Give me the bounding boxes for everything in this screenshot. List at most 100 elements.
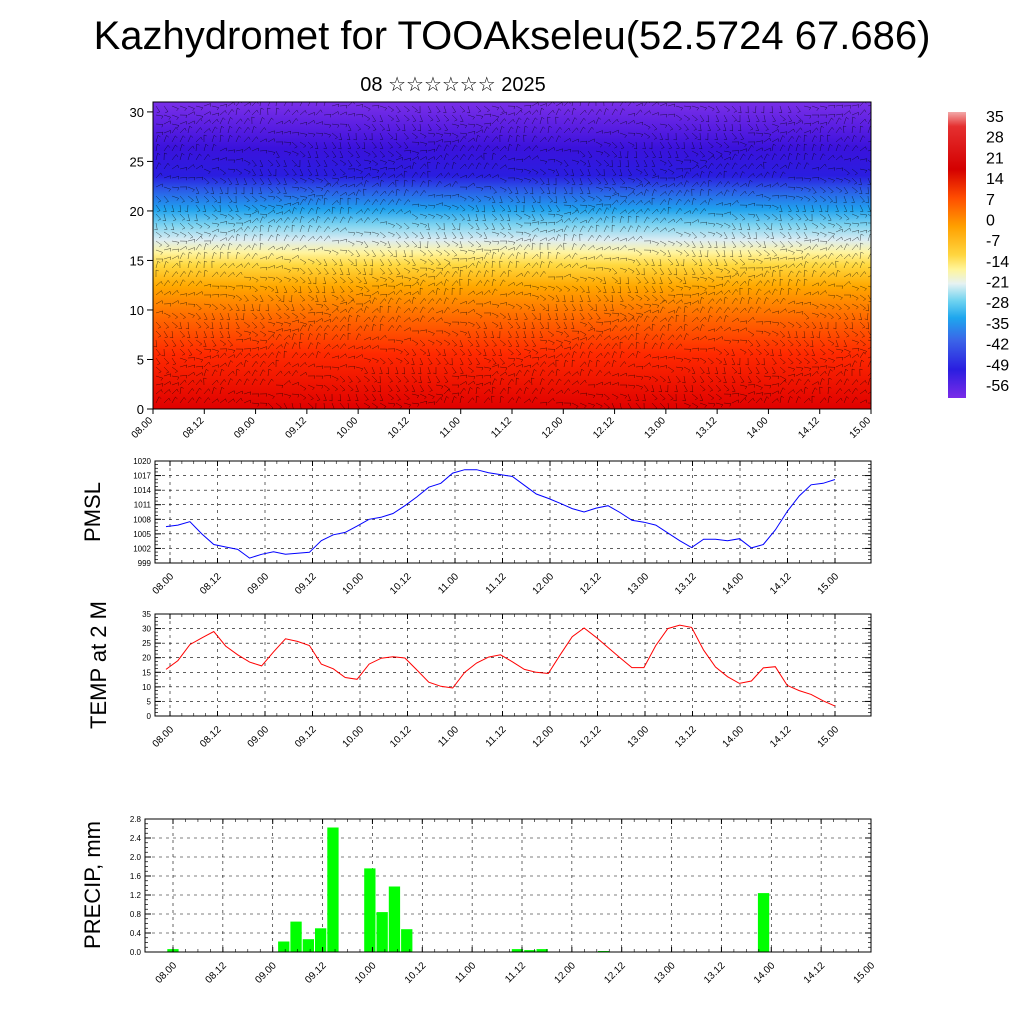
colorbar-label: -35 xyxy=(986,316,1009,333)
x-tick-label: 11.12 xyxy=(503,960,528,985)
x-tick-label: 14.00 xyxy=(721,724,747,750)
colorbar-label: -7 xyxy=(986,233,1000,250)
x-tick-label: 14.12 xyxy=(802,960,828,986)
x-tick-label: 09.12 xyxy=(293,571,319,597)
colorbar-label: 21 xyxy=(986,150,1004,167)
x-tick-label: 14.12 xyxy=(768,571,794,597)
y-tick-label: 2.4 xyxy=(130,834,142,843)
x-tick-label: 12.00 xyxy=(553,960,579,986)
y-tick-label: 1017 xyxy=(133,472,151,481)
precip-bar xyxy=(388,886,401,952)
colorbar: 35 28 21 14 7 0 -7 -14 -21 -28 -35 -42 -49 -56 xyxy=(948,109,1009,398)
wind-barb-texture xyxy=(153,102,871,409)
heatmap-x-axis: 08.00 08.12 09.00 09.12 10.00 10.12 11.00 11.12… xyxy=(130,409,873,441)
pmsl-frame xyxy=(154,460,872,564)
x-tick-label: 15.00 xyxy=(816,571,842,597)
pmsl-y-label: PMSL xyxy=(80,482,105,542)
colorbar-label: -42 xyxy=(986,337,1009,354)
x-tick-label: 10.00 xyxy=(353,960,379,986)
heatmap-field xyxy=(153,102,871,409)
colorbar-label: 7 xyxy=(986,192,995,209)
precip-y-label: PRECIP, mm xyxy=(80,821,105,949)
x-tick-label: 11.12 xyxy=(484,724,509,749)
x-tick-label: 09.00 xyxy=(246,571,272,597)
heatmap-y-tick-label: 0 xyxy=(137,402,144,417)
y-tick-label: 0.8 xyxy=(130,910,142,919)
x-tick-label: 11.00 xyxy=(436,571,461,596)
page-title: Kazhydromet for TOOAkseleu(52.5724 67.68… xyxy=(93,14,931,58)
heatmap-x-tick-label: 12.00 xyxy=(540,415,566,441)
x-tick-label: 08.00 xyxy=(151,724,177,750)
precip-bar xyxy=(327,827,339,952)
heatmap-x-tick-label: 10.12 xyxy=(386,415,412,441)
x-tick-label: 12.12 xyxy=(578,571,604,597)
x-tick-label: 09.12 xyxy=(303,960,329,986)
y-tick-label: 1014 xyxy=(133,486,151,495)
y-tick-label: 1011 xyxy=(134,501,152,510)
heatmap-y-tick-label: 10 xyxy=(130,303,144,318)
heatmap-y-tick-label: 20 xyxy=(130,204,144,219)
x-tick-label: 08.00 xyxy=(151,571,177,597)
colorbar-label: 28 xyxy=(986,130,1004,147)
heatmap-x-tick-label: 09.00 xyxy=(232,415,258,441)
colorbar-label: 0 xyxy=(986,212,995,229)
heatmap-x-tick-label: 12.12 xyxy=(591,415,617,441)
temp-series-line xyxy=(165,624,836,707)
y-tick-label: 2.8 xyxy=(130,815,142,824)
page-subtitle: 08 ☆☆☆☆☆☆ 2025 xyxy=(360,74,546,96)
x-tick-label: 11.00 xyxy=(436,724,461,749)
y-tick-label: 20 xyxy=(142,654,151,663)
heatmap-x-tick-label: 08.00 xyxy=(130,415,156,441)
y-tick-label: 0 xyxy=(147,712,152,721)
colorbar-label: -21 xyxy=(986,275,1009,292)
x-tick-label: 13.12 xyxy=(673,724,699,750)
heatmap-x-tick-label: 10.00 xyxy=(335,415,361,441)
y-tick-label: 999 xyxy=(138,559,152,568)
y-tick-label: 15 xyxy=(142,668,151,677)
x-tick-label: 11.00 xyxy=(453,960,478,985)
y-tick-label: 1.2 xyxy=(130,891,142,900)
y-tick-label: 0.4 xyxy=(130,929,142,938)
x-tick-label: 10.12 xyxy=(403,960,429,986)
pmsl-series-line xyxy=(165,469,836,559)
precip-bar xyxy=(536,949,548,952)
heatmap-y-tick-label: 25 xyxy=(130,154,144,169)
heatmap-x-tick-label: 13.00 xyxy=(643,415,669,441)
colorbar-label: -49 xyxy=(986,357,1009,374)
x-tick-label: 12.12 xyxy=(602,960,628,986)
heatmap-x-tick-label: 11.00 xyxy=(438,415,463,440)
x-tick-label: 10.00 xyxy=(341,571,367,597)
x-tick-label: 13.00 xyxy=(652,960,678,986)
y-tick-label: 25 xyxy=(142,639,151,648)
x-tick-label: 08.00 xyxy=(154,960,180,986)
y-tick-label: 0.0 xyxy=(130,948,142,957)
colorbar-label: -14 xyxy=(986,254,1009,271)
precip-bar xyxy=(757,893,770,952)
x-tick-label: 10.00 xyxy=(341,724,367,750)
x-tick-label: 12.12 xyxy=(578,724,604,750)
y-tick-label: 10 xyxy=(142,683,151,692)
x-tick-label: 13.12 xyxy=(673,571,699,597)
y-tick-label: 1005 xyxy=(133,530,151,539)
precip-bar xyxy=(290,921,302,952)
colorbar-gradient xyxy=(948,112,966,398)
x-tick-label: 10.12 xyxy=(388,571,414,597)
x-tick-label: 09.00 xyxy=(253,960,279,986)
heatmap-panel: 0 5 10 15 20 25 30 08.00 08.12 09.00 09.12 10.00 10… xyxy=(130,101,873,441)
colorbar-label: 35 xyxy=(986,109,1004,126)
pmsl-panel: 999 1002 1005 1008 1011 1014 1017 1020 08.00 08.1… xyxy=(80,457,872,597)
precip-bar xyxy=(376,912,388,952)
precip-panel: 0.0 0.4 0.8 1.2 1.6 2.0 2.4 2.8 08.00 08.12 09.00 0… xyxy=(80,815,877,986)
y-tick-label: 5 xyxy=(147,697,152,706)
heatmap-x-tick-label: 14.00 xyxy=(745,415,771,441)
y-tick-label: 35 xyxy=(142,610,151,619)
precip-bar xyxy=(524,950,536,952)
heatmap-x-tick-label: 08.12 xyxy=(181,415,207,441)
precip-bar xyxy=(401,929,413,952)
x-tick-label: 10.12 xyxy=(388,724,414,750)
precip-bar xyxy=(302,939,314,952)
heatmap-x-tick-label: 14.12 xyxy=(796,415,822,441)
colorbar-label: -28 xyxy=(986,295,1009,312)
x-tick-label: 09.00 xyxy=(246,724,272,750)
